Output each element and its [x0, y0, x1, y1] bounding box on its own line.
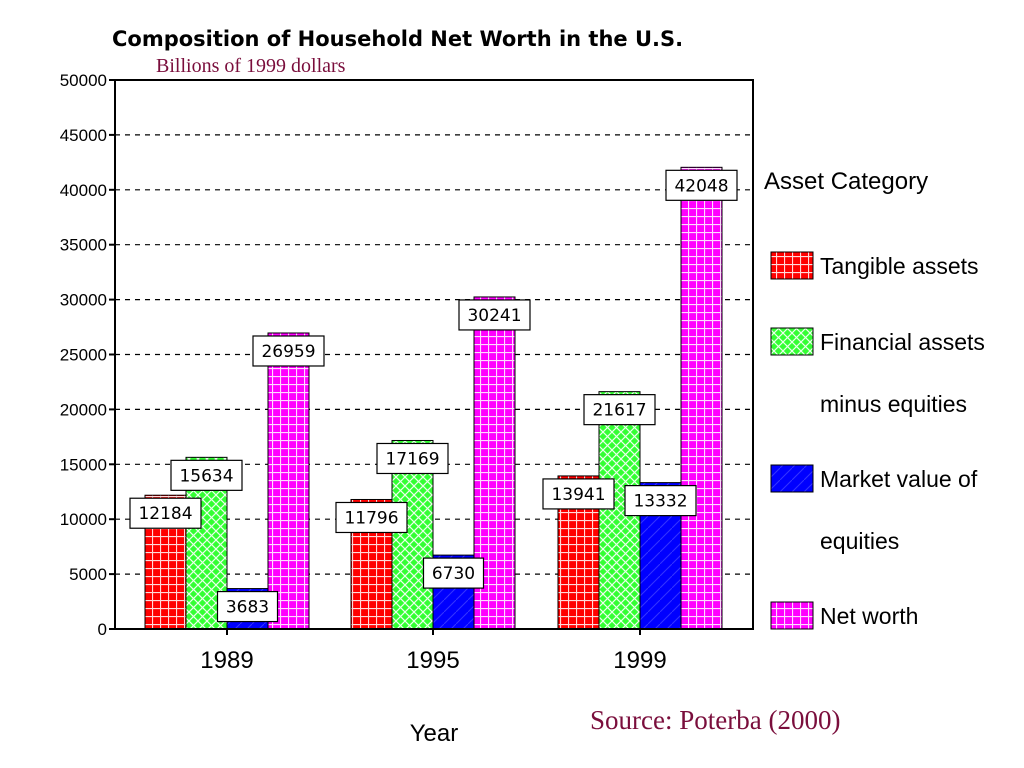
data-label-financial-1995: 17169 [385, 449, 439, 469]
data-labels: 12184 15634 3683 26959 11796 17169 6730 30241 13… [129, 169, 738, 623]
legend-label-equities: Market value of [820, 466, 978, 492]
y-tick-label: 45000 [60, 126, 107, 145]
y-tick-label: 10000 [60, 510, 107, 529]
data-label-box [335, 501, 408, 534]
data-label-box [216, 590, 279, 623]
legend-label-tangible: Tangible assets [820, 253, 979, 279]
bar-net-worth-1989 [267, 332, 310, 630]
bar-net-worth-1999 [680, 166, 723, 630]
data-label-box [542, 478, 615, 510]
data-label-financial-1999: 21617 [592, 401, 646, 421]
x-axis: 1989 1995 1999 [200, 629, 667, 674]
y-tick-label: 40000 [60, 181, 107, 200]
legend-title: Asset Category [764, 168, 928, 195]
data-label-box [252, 335, 325, 367]
x-category-label: 1989 [200, 647, 253, 674]
legend-swatch-net-worth [770, 601, 814, 630]
data-label-box [170, 459, 243, 491]
legend-label-net-worth: Net worth [820, 603, 918, 629]
data-label-box [422, 557, 485, 589]
y-tick-label: 30000 [60, 291, 107, 310]
y-tick-label: 50000 [60, 71, 107, 90]
legend-label-equities: equities [820, 528, 899, 554]
data-label-equities-1999: 13332 [633, 492, 687, 512]
data-label-box [129, 497, 202, 529]
data-label-equities-1989: 3683 [226, 598, 269, 618]
legend: Tangible assets Financial assets minus equ… [770, 251, 985, 630]
source-note: Source: Poterba (2000) [590, 705, 840, 735]
y-tick-label: 35000 [60, 236, 107, 255]
chart-subtitle: Billions of 1999 dollars [156, 55, 346, 77]
x-category-label: 1999 [613, 647, 666, 674]
y-tick-label: 5000 [69, 565, 107, 584]
data-label-equities-1995: 6730 [432, 564, 475, 584]
y-tick-label: 20000 [60, 400, 107, 419]
data-label-net-worth-1989: 26959 [261, 342, 315, 362]
data-label-tangible-1989: 12184 [138, 504, 192, 524]
data-label-net-worth-1999: 42048 [674, 176, 728, 196]
data-label-financial-1989: 15634 [179, 466, 233, 486]
x-category-label: 1995 [406, 647, 459, 674]
data-label-box [583, 394, 656, 426]
data-label-box [624, 485, 697, 517]
data-label-tangible-1995: 11796 [344, 508, 398, 528]
data-label-net-worth-1995: 30241 [467, 306, 521, 326]
y-tick-label: 0 [98, 620, 107, 639]
legend-swatch-tangible [770, 251, 814, 280]
data-label-tangible-1999: 13941 [551, 485, 605, 505]
y-tick-label: 25000 [60, 346, 107, 365]
data-label-box [376, 442, 449, 475]
legend-swatch-financial [770, 327, 814, 356]
chart-title: Composition of Household Net Worth in th… [112, 27, 683, 51]
legend-label-financial: minus equities [820, 391, 967, 417]
y-tick-label: 15000 [60, 455, 107, 474]
legend-swatch-equities [770, 464, 814, 493]
legend-label-financial: Financial assets [820, 329, 985, 355]
data-label-box [665, 169, 738, 201]
y-axis: 5000045000400003500030000250002000015000… [60, 71, 115, 639]
x-axis-title: Year [410, 720, 459, 747]
data-label-box [458, 299, 531, 331]
